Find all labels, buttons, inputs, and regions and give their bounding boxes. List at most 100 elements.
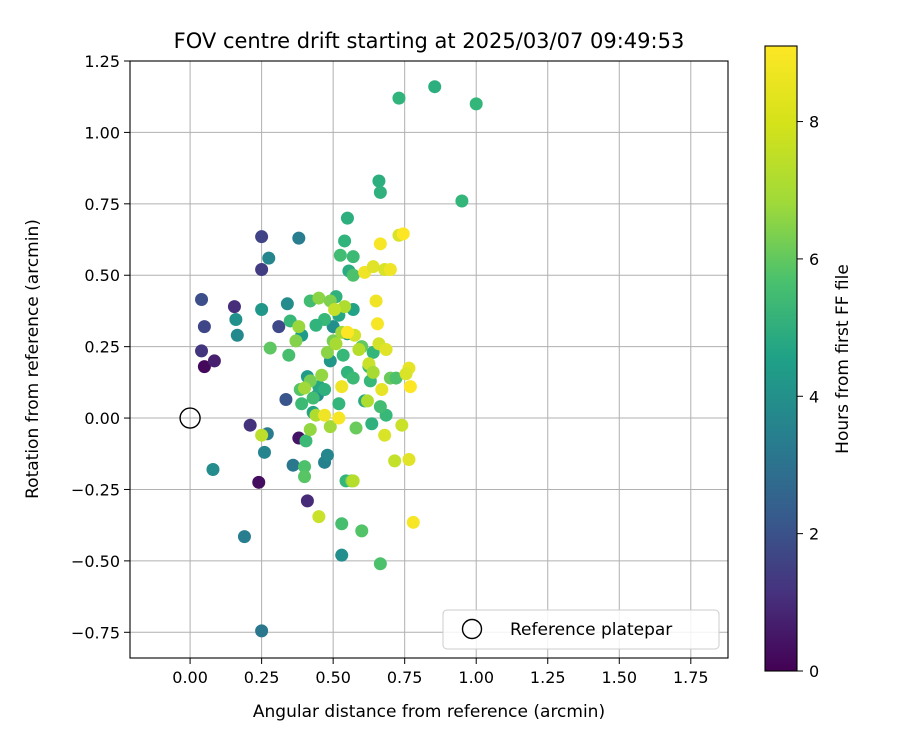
y-tick-label: 0.25	[84, 338, 120, 357]
scatter-point	[469, 97, 483, 111]
scatter-point	[292, 320, 306, 334]
scatter-point	[378, 428, 392, 442]
scatter-point	[306, 391, 320, 405]
y-tick-label: 1.25	[84, 52, 120, 71]
y-tick-label: −0.25	[71, 480, 120, 499]
x-tick-label: 0.75	[387, 668, 423, 687]
scatter-point	[320, 345, 334, 359]
colorbar-tick-label: 8	[809, 113, 819, 132]
scatter-point	[365, 417, 379, 431]
scatter-point	[323, 420, 337, 434]
y-tick-label: 0.00	[84, 409, 120, 428]
scatter-point	[383, 263, 397, 277]
scatter-point	[272, 320, 286, 334]
scatter-point	[252, 475, 266, 489]
scatter-point	[366, 365, 380, 379]
scatter-point	[280, 297, 294, 311]
colorbar-tick-label: 4	[809, 387, 819, 406]
x-axis-label: Angular distance from reference (arcmin)	[253, 702, 605, 722]
scatter-point	[392, 91, 406, 105]
scatter-point	[396, 227, 410, 241]
scatter-point	[207, 354, 221, 368]
scatter-point	[262, 251, 276, 265]
scatter-point	[197, 360, 211, 374]
scatter-point	[332, 411, 346, 425]
scatter-point	[257, 445, 271, 459]
scatter-point	[295, 397, 309, 411]
scatter-point	[336, 348, 350, 362]
scatter-point	[229, 313, 243, 327]
scatter-point	[395, 418, 409, 432]
x-tick-label: 1.75	[673, 668, 709, 687]
scatter-point	[389, 371, 403, 385]
scatter-point	[237, 530, 251, 544]
scatter-point	[340, 325, 354, 339]
scatter-point	[255, 428, 269, 442]
scatter-point	[346, 371, 360, 385]
scatter-point	[195, 344, 209, 358]
y-tick-label: 0.50	[84, 266, 120, 285]
scatter-point	[372, 174, 386, 188]
y-tick-label: −0.50	[71, 552, 120, 571]
x-tick-label: 0.25	[244, 668, 280, 687]
scatter-point	[352, 343, 366, 357]
scatter-point	[286, 458, 300, 472]
chart-title: FOV centre drift starting at 2025/03/07 …	[174, 29, 685, 53]
scatter-point	[329, 337, 343, 351]
scatter-point	[335, 517, 349, 531]
scatter-point	[292, 231, 306, 245]
scatter-point	[315, 368, 329, 382]
scatter-point	[197, 320, 211, 334]
scatter-point	[428, 80, 442, 94]
scatter-point	[403, 380, 417, 394]
scatter-point	[282, 348, 296, 362]
scatter-point	[332, 397, 346, 411]
scatter-point	[370, 317, 384, 331]
scatter-point	[320, 448, 334, 462]
scatter-point	[298, 460, 312, 474]
colorbar-label: Hours from first FF file	[833, 264, 853, 454]
scatter-point	[338, 300, 352, 314]
colorbar-tick-label: 0	[809, 662, 819, 681]
scatter-point	[300, 494, 314, 508]
scatter-point	[289, 334, 303, 348]
scatter-point	[195, 293, 209, 307]
scatter-point	[206, 462, 220, 476]
y-axis-ticks: −0.75 −0.50 −0.25 0.00 0.25 0.50 0.75 1.00 1.25	[71, 52, 130, 642]
x-axis-ticks: 0.00 0.25 0.50 0.75 1.00 1.25 1.50 1.75	[172, 658, 709, 687]
scatter-point	[335, 548, 349, 562]
scatter-point	[255, 303, 269, 317]
scatter-point	[255, 263, 269, 277]
scatter-point	[335, 380, 349, 394]
scatter-point	[230, 328, 244, 342]
scatter-point	[366, 260, 380, 274]
scatter-point	[399, 367, 413, 381]
plot-background	[130, 61, 728, 658]
scatter-point	[338, 234, 352, 248]
y-tick-label: −0.75	[71, 623, 120, 642]
legend-marker-icon	[461, 618, 483, 640]
scatter-point	[309, 318, 323, 332]
colorbar: 0 2 4 6 8 Hours from first FF file	[764, 45, 853, 681]
scatter-point	[379, 343, 393, 357]
y-axis-label: Rotation from reference (arcmin)	[23, 219, 43, 499]
scatter-points	[195, 80, 483, 638]
scatter-point	[328, 303, 342, 317]
scatter-point	[255, 230, 269, 244]
scatter-point	[346, 474, 360, 488]
grid-lines	[130, 60, 728, 658]
scatter-point	[373, 185, 387, 199]
scatter-point	[373, 237, 387, 251]
scatter-point	[299, 434, 313, 448]
scatter-point	[318, 408, 332, 422]
scatter-point	[360, 394, 374, 408]
scatter-point	[388, 454, 402, 468]
scatter-point	[312, 510, 326, 524]
legend-box	[442, 609, 720, 650]
scatter-point	[402, 452, 416, 466]
scatter-point	[373, 557, 387, 571]
plot-area: 0.00 0.25 0.50 0.75 1.00 1.25 1.50 1.75 −0.75 −0…	[71, 52, 729, 687]
y-tick-label: 0.75	[84, 195, 120, 214]
scatter-point	[355, 524, 369, 538]
